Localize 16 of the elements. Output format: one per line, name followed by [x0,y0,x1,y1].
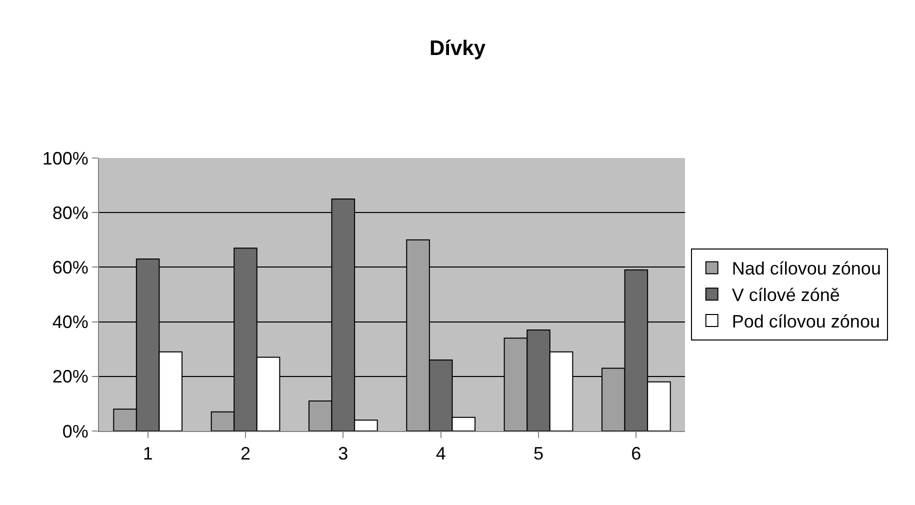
y-tick-label: 40% [52,312,88,332]
y-tick-label: 0% [62,421,88,442]
legend-label: Nad cílovou zónou [732,258,881,279]
legend-label: V cílové zóně [732,285,840,306]
x-tick-label: 2 [240,444,251,464]
y-tick-label: 80% [52,202,88,223]
legend-label: Pod cílovou zónou [732,312,880,332]
chart-title: Dívky [429,37,486,60]
y-tick-label: 60% [52,258,88,278]
y-tick-label: 100% [42,148,88,168]
x-tick-label: 5 [533,444,544,464]
y-tick-label: 20% [52,366,88,387]
x-tick-label: 4 [436,444,446,464]
x-tick-label: 1 [142,444,153,464]
x-tick-label: 6 [631,444,642,464]
x-tick-label: 3 [338,444,348,464]
